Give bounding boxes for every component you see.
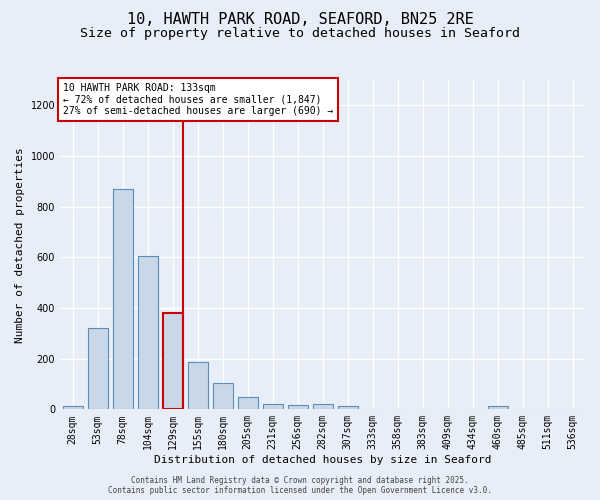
Bar (137, 256, 158, 410)
Bar (287, 405, 308, 409)
Bar (263, 404, 283, 409)
Bar (238, 398, 257, 409)
Bar (338, 406, 358, 410)
Bar (212, 382, 233, 409)
Text: Size of property relative to detached houses in Seaford: Size of property relative to detached ho… (80, 28, 520, 40)
Bar (62, 406, 83, 410)
Text: 10 HAWTH PARK ROAD: 133sqm
← 72% of detached houses are smaller (1,847)
27% of s: 10 HAWTH PARK ROAD: 133sqm ← 72% of deta… (62, 84, 333, 116)
Bar (88, 328, 107, 409)
X-axis label: Distribution of detached houses by size in Seaford: Distribution of detached houses by size … (154, 455, 491, 465)
Bar (488, 406, 508, 410)
Bar (313, 404, 332, 409)
Bar (113, 189, 133, 410)
Bar (163, 313, 182, 410)
Bar (188, 362, 208, 410)
Text: Contains HM Land Registry data © Crown copyright and database right 2025.
Contai: Contains HM Land Registry data © Crown c… (108, 476, 492, 495)
Text: 10, HAWTH PARK ROAD, SEAFORD, BN25 2RE: 10, HAWTH PARK ROAD, SEAFORD, BN25 2RE (127, 12, 473, 28)
Y-axis label: Number of detached properties: Number of detached properties (15, 147, 25, 342)
